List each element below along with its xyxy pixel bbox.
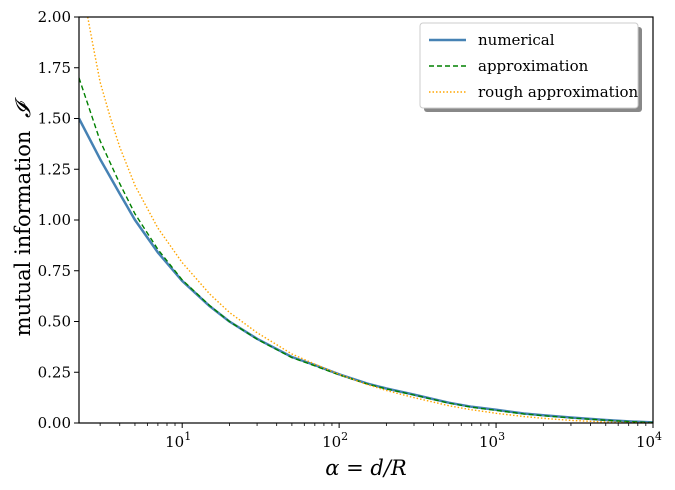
legend-label: rough approximation bbox=[478, 83, 639, 101]
x-tick-label-exp: 2 bbox=[341, 430, 348, 443]
y-axis-label-symbol: 𝓘 bbox=[11, 97, 35, 118]
x-tick-label: 101 bbox=[165, 430, 191, 451]
y-tick-label: 2.00 bbox=[38, 8, 71, 26]
x-tick-label-exp: 4 bbox=[655, 430, 662, 443]
x-tick-label-base: 10 bbox=[322, 433, 341, 451]
y-tick-label: 1.00 bbox=[38, 211, 71, 229]
x-tick-label: 103 bbox=[479, 430, 505, 451]
y-tick-label: 1.50 bbox=[38, 110, 71, 128]
y-axis-label: mutual information 𝓘 bbox=[11, 97, 35, 336]
series-line-rough-approximation bbox=[87, 17, 653, 423]
legend-label: approximation bbox=[478, 57, 589, 75]
series-line-approximation bbox=[79, 77, 653, 423]
x-tick-label: 102 bbox=[322, 430, 348, 451]
series-layer bbox=[79, 17, 653, 423]
legend-label: numerical bbox=[478, 31, 555, 49]
x-tick-label-base: 10 bbox=[479, 433, 498, 451]
y-axis-label-text: mutual information bbox=[11, 131, 35, 337]
series-line-numerical bbox=[79, 117, 653, 423]
legend: numerical approximation rough approximatio… bbox=[419, 22, 642, 112]
x-tick-label-exp: 1 bbox=[184, 430, 191, 443]
y-tick-label: 0.50 bbox=[38, 313, 71, 331]
x-tick-label-base: 10 bbox=[636, 433, 655, 451]
y-tick-label: 1.25 bbox=[38, 160, 71, 178]
y-tick-label: 1.75 bbox=[38, 59, 71, 77]
legend-entries: numerical approximation rough approximatio… bbox=[429, 31, 639, 101]
y-tick-label: 0.00 bbox=[38, 414, 71, 432]
x-axis-label: α = d/R bbox=[325, 456, 407, 480]
x-tick-label: 104 bbox=[636, 430, 662, 451]
y-tick-label: 0.75 bbox=[38, 262, 71, 280]
y-tick-label: 0.25 bbox=[38, 363, 71, 381]
x-tick-label-exp: 3 bbox=[498, 430, 505, 443]
legend-box bbox=[419, 22, 639, 109]
x-tick-label-base: 10 bbox=[165, 433, 184, 451]
